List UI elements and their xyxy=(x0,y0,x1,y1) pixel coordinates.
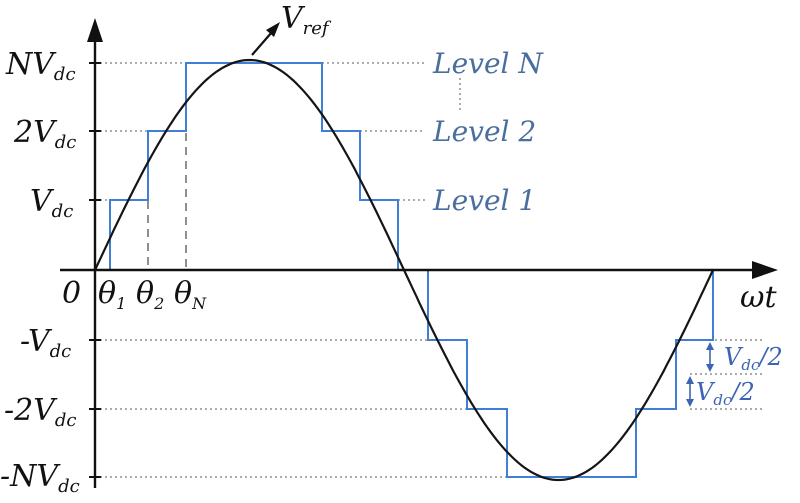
y-label-neg-nvdc: -NVdc xyxy=(0,459,80,497)
x-label-wt: ωt xyxy=(740,280,777,315)
y-label-vdc: Vdc xyxy=(30,184,73,222)
level-2-label: Level 2 xyxy=(432,115,536,148)
half-vdc-label-top: Vdc/2 xyxy=(724,343,783,374)
half-vdc-arrows xyxy=(686,342,714,407)
vref-arrow xyxy=(251,22,280,56)
y-axis-arrow-icon xyxy=(87,18,103,42)
vref-label: Vref xyxy=(281,1,332,39)
axes xyxy=(60,18,778,488)
y-label-nvdc: NVdc xyxy=(5,47,76,85)
level-n-label: Level N xyxy=(432,47,544,80)
y-label-neg-vdc: -Vdc xyxy=(20,324,71,362)
half-vdc-label-bottom: Vdc/2 xyxy=(696,378,755,409)
y-label-2vdc: 2Vdc xyxy=(13,115,76,153)
x-label-thetaN: θN xyxy=(174,276,207,313)
x-label-theta1: θ1 xyxy=(98,276,126,313)
level-1-label: Level 1 xyxy=(432,184,536,217)
x-label-theta2: θ2 xyxy=(136,276,164,313)
x-label-origin: 0 xyxy=(62,276,81,311)
x-axis-arrow-icon xyxy=(752,261,778,279)
y-label-neg-2vdc: -2Vdc xyxy=(4,393,77,431)
